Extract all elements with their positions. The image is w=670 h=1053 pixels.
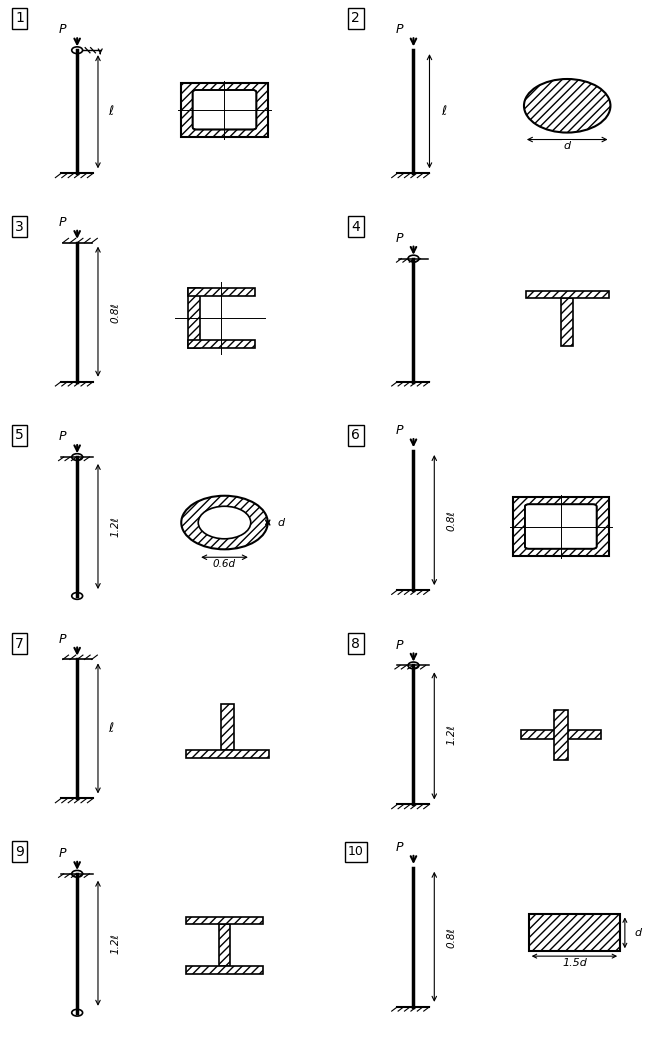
- Bar: [186, 750, 269, 758]
- Bar: [188, 289, 255, 296]
- Bar: [553, 710, 568, 759]
- Text: 0.8ℓ: 0.8ℓ: [447, 927, 457, 948]
- Text: 0.6d: 0.6d: [213, 559, 236, 570]
- Circle shape: [524, 79, 610, 133]
- Text: P: P: [395, 424, 403, 437]
- Bar: [525, 291, 609, 298]
- Text: 3: 3: [15, 220, 24, 234]
- Text: P: P: [395, 841, 403, 854]
- Bar: [186, 966, 263, 974]
- Bar: [521, 731, 601, 739]
- Text: P: P: [59, 23, 66, 37]
- Text: d: d: [563, 141, 571, 152]
- Text: 1.5d: 1.5d: [562, 957, 587, 968]
- Text: 1.2ℓ: 1.2ℓ: [111, 516, 121, 537]
- FancyBboxPatch shape: [193, 90, 257, 130]
- Text: 1: 1: [15, 12, 24, 25]
- Bar: [221, 704, 234, 750]
- Text: P: P: [395, 638, 403, 652]
- Text: 0.8ℓ: 0.8ℓ: [447, 510, 457, 531]
- Bar: [561, 298, 574, 345]
- Text: 1.2ℓ: 1.2ℓ: [111, 933, 121, 954]
- Text: 0.8ℓ: 0.8ℓ: [111, 302, 121, 322]
- Text: 4: 4: [352, 220, 360, 234]
- Circle shape: [182, 496, 268, 550]
- FancyBboxPatch shape: [525, 504, 597, 549]
- Bar: [219, 925, 230, 966]
- Text: P: P: [395, 23, 403, 37]
- Text: P: P: [59, 847, 66, 860]
- Text: 2: 2: [352, 12, 360, 25]
- Text: P: P: [59, 216, 66, 229]
- Text: 1.2ℓ: 1.2ℓ: [447, 724, 457, 746]
- Text: P: P: [395, 232, 403, 244]
- Text: 7: 7: [15, 637, 24, 651]
- Text: 10: 10: [348, 846, 364, 858]
- Text: d: d: [634, 928, 642, 938]
- Bar: [513, 497, 609, 556]
- Text: 5: 5: [15, 429, 24, 442]
- Text: P: P: [59, 633, 66, 645]
- Circle shape: [198, 506, 251, 539]
- Text: 8: 8: [351, 637, 360, 651]
- Bar: [182, 83, 268, 137]
- Bar: [188, 340, 255, 347]
- Text: ℓ: ℓ: [442, 105, 446, 118]
- Text: ℓ: ℓ: [109, 722, 113, 735]
- Text: P: P: [59, 431, 66, 443]
- Bar: [529, 914, 620, 951]
- Text: d: d: [277, 517, 285, 528]
- Text: 6: 6: [351, 429, 360, 442]
- Bar: [188, 289, 200, 347]
- Text: 9: 9: [15, 845, 24, 859]
- Text: ℓ: ℓ: [109, 105, 113, 118]
- Bar: [186, 917, 263, 925]
